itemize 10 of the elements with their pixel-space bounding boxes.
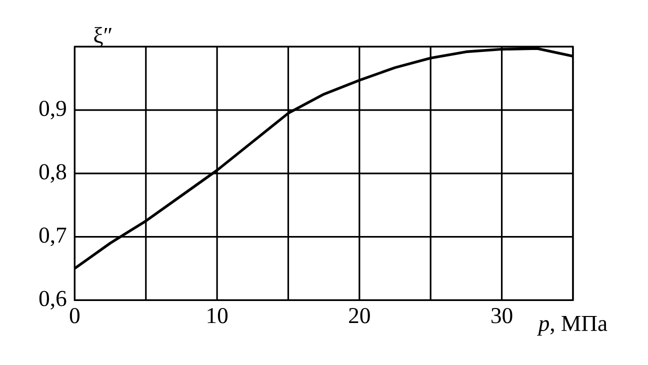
x-tick-label: 30 <box>492 308 512 324</box>
y-tick-label: 0,8 <box>39 164 66 183</box>
x-tick-label: 0 <box>70 308 80 324</box>
y-axis-title: ξ″ <box>94 26 112 47</box>
y-tick-label: 0,7 <box>39 227 66 246</box>
y-tick-label: 0,6 <box>39 290 66 310</box>
x-tick-label: 20 <box>349 308 370 324</box>
x-axis-title: p, МПа <box>536 316 608 336</box>
x-tick-label: 10 <box>208 308 228 324</box>
y-tick-label: 0,9 <box>39 100 66 120</box>
